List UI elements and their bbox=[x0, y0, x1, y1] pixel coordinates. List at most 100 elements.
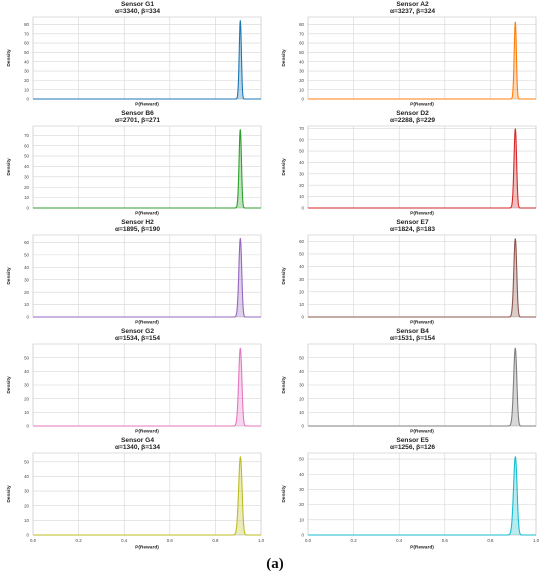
x-tick-label: 0.8 bbox=[212, 538, 219, 543]
y-tick-label: 30 bbox=[24, 383, 29, 388]
x-tick-label: 0.4 bbox=[121, 538, 128, 543]
chart-svg: 0 10 20 30 40 50 0.0 0.2 0.4 0.6 0.8 1.0 P(Reward) De… bbox=[6, 452, 265, 551]
y-tick-label: 40 bbox=[24, 369, 29, 374]
density-line bbox=[307, 238, 537, 318]
y-axis-label: Density bbox=[6, 485, 12, 503]
y-tick-label: 0 bbox=[27, 533, 30, 538]
chart-panel: Sensor G2 α=1534, β=154 0 10 20 30 40 50 P(Rewar… bbox=[0, 327, 275, 436]
chart-panel: Sensor H2 α=1895, β=190 0 10 20 30 40 50 60 P(Rew… bbox=[0, 218, 275, 327]
y-tick-label: 50 bbox=[24, 154, 29, 159]
y-tick-label: 0 bbox=[302, 424, 305, 429]
plot-frame bbox=[307, 452, 537, 536]
density-line bbox=[32, 347, 262, 427]
y-tick-label: 20 bbox=[299, 289, 304, 294]
chart-title: Sensor D2 bbox=[396, 110, 429, 117]
chart-svg: 0 10 20 30 40 50 60 P(Reward) Density bbox=[281, 234, 537, 326]
y-axis-label: Density bbox=[281, 158, 287, 176]
y-tick-label: 80 bbox=[24, 22, 29, 27]
y-tick-label: 50 bbox=[24, 355, 29, 360]
chart-subtitle: α=2288, β=229 bbox=[389, 117, 436, 124]
y-tick-label: 10 bbox=[299, 302, 304, 307]
chart-panel: Sensor B6 α=2701, β=271 0 10 20 30 40 50 60 70 P(R… bbox=[0, 109, 275, 218]
density-line bbox=[32, 237, 262, 318]
y-tick-label: 40 bbox=[24, 265, 29, 270]
x-tick-label: 0.6 bbox=[442, 538, 449, 543]
y-tick-label: 70 bbox=[299, 126, 304, 131]
y-tick-label: 20 bbox=[24, 290, 29, 295]
density-area bbox=[33, 20, 261, 100]
y-axis-label: Density bbox=[281, 49, 287, 67]
y-tick-label: 40 bbox=[24, 474, 29, 479]
chart-subtitle: α=1531, β=154 bbox=[389, 335, 436, 342]
chart-title: Sensor E5 bbox=[396, 437, 429, 444]
y-axis-label: Density bbox=[281, 376, 287, 394]
y-tick-label: 50 bbox=[24, 50, 29, 55]
density-area bbox=[308, 348, 536, 426]
density-area bbox=[308, 238, 536, 317]
y-tick-label: 10 bbox=[299, 517, 304, 522]
y-tick-label: 30 bbox=[299, 487, 304, 492]
chart-svg: 0 10 20 30 40 50 60 70 80 P(Reward) Density bbox=[6, 16, 262, 108]
x-axis-label: P(Reward) bbox=[135, 211, 159, 217]
y-tick-label: 50 bbox=[299, 355, 304, 360]
y-tick-label: 10 bbox=[24, 518, 29, 523]
plot-frame bbox=[307, 16, 537, 100]
chart-panel: Sensor G4 α=1340, β=134 0 10 20 30 40 50 0.0 0.2 0… bbox=[0, 436, 275, 551]
y-axis-label: Density bbox=[281, 485, 287, 503]
y-tick-label: 40 bbox=[24, 59, 29, 64]
y-tick-label: 0 bbox=[27, 315, 30, 320]
y-tick-label: 70 bbox=[24, 31, 29, 36]
y-tick-label: 30 bbox=[24, 277, 29, 282]
y-tick-label: 20 bbox=[299, 396, 304, 401]
x-tick-label: 0.4 bbox=[396, 538, 403, 543]
y-tick-label: 0 bbox=[27, 424, 30, 429]
x-tick-label: 1.0 bbox=[533, 538, 540, 543]
y-tick-label: 10 bbox=[24, 87, 29, 92]
y-tick-label: 20 bbox=[24, 185, 29, 190]
y-tick-label: 50 bbox=[24, 252, 29, 257]
x-tick-label: 0.2 bbox=[351, 538, 358, 543]
x-axis-label: P(Reward) bbox=[410, 211, 434, 217]
y-tick-label: 70 bbox=[24, 133, 29, 138]
chart-subtitle: α=1534, β=154 bbox=[114, 335, 161, 342]
x-axis-label: P(Reward) bbox=[135, 429, 159, 435]
y-tick-label: 10 bbox=[24, 195, 29, 200]
density-line bbox=[32, 129, 262, 209]
chart-svg: 0 10 20 30 40 50 P(Reward) Density bbox=[281, 343, 537, 435]
y-tick-label: 40 bbox=[24, 164, 29, 169]
chart-svg: 0 10 20 30 40 50 P(Reward) Density bbox=[6, 343, 262, 435]
chart-title: Sensor H2 bbox=[121, 219, 154, 226]
density-line bbox=[32, 20, 262, 100]
y-axis-label: Density bbox=[6, 49, 12, 67]
y-tick-label: 20 bbox=[24, 503, 29, 508]
density-area bbox=[33, 456, 261, 535]
x-tick-label: 0.0 bbox=[305, 538, 312, 543]
y-tick-label: 30 bbox=[24, 489, 29, 494]
density-area bbox=[33, 348, 261, 426]
x-axis-label: P(Reward) bbox=[410, 102, 434, 108]
y-axis-label: Density bbox=[6, 376, 12, 394]
y-tick-label: 0 bbox=[27, 97, 30, 102]
chart-subtitle: α=1340, β=134 bbox=[114, 444, 161, 451]
y-tick-label: 40 bbox=[299, 59, 304, 64]
chart-subtitle: α=1824, β=183 bbox=[389, 226, 436, 233]
chart-svg: 0 10 20 30 40 50 60 70 P(Reward) Density bbox=[281, 125, 537, 217]
x-axis-label: P(Reward) bbox=[135, 102, 159, 108]
y-tick-label: 50 bbox=[299, 50, 304, 55]
y-tick-label: 0 bbox=[27, 206, 30, 211]
y-tick-label: 30 bbox=[299, 383, 304, 388]
chart-svg: 0 10 20 30 40 50 60 70 80 P(Reward) Density bbox=[281, 16, 537, 108]
y-tick-label: 20 bbox=[299, 502, 304, 507]
plot-frame bbox=[32, 452, 262, 536]
chart-svg: 0 10 20 30 40 50 60 70 P(Reward) Density bbox=[6, 125, 262, 217]
chart-subtitle: α=3237, β=324 bbox=[389, 8, 436, 15]
y-tick-label: 60 bbox=[299, 137, 304, 142]
plot-frame bbox=[307, 234, 537, 318]
chart-panel: Sensor E5 α=1256, β=126 0 10 20 30 40 50 0.0 0.2 0… bbox=[275, 436, 550, 551]
y-tick-label: 80 bbox=[299, 22, 304, 27]
y-tick-label: 50 bbox=[299, 457, 304, 462]
chart-svg: 0 10 20 30 40 50 0.0 0.2 0.4 0.6 0.8 1.0 P(Reward) De… bbox=[281, 452, 540, 551]
y-tick-label: 50 bbox=[24, 459, 29, 464]
density-line bbox=[307, 21, 537, 100]
y-tick-label: 40 bbox=[299, 264, 304, 269]
